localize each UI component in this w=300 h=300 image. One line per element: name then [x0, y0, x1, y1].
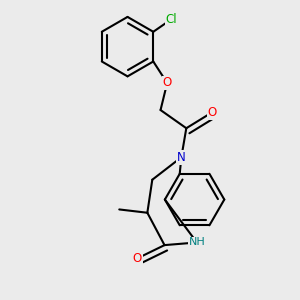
Text: O: O [163, 76, 172, 89]
Text: N: N [177, 151, 186, 164]
Text: O: O [133, 252, 142, 265]
Text: NH: NH [188, 238, 205, 248]
Text: Cl: Cl [166, 13, 177, 26]
Text: O: O [207, 106, 217, 119]
